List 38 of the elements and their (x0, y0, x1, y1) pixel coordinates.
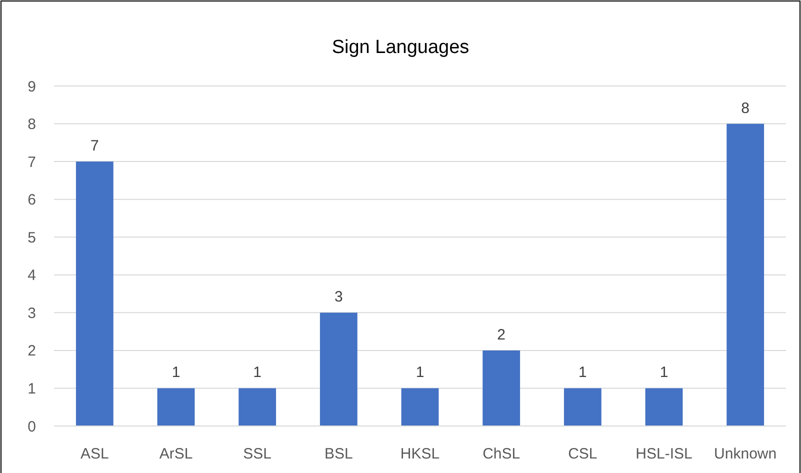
x-tick-label: Unknown (714, 445, 777, 462)
bar (401, 388, 439, 426)
x-tick-label: ArSL (159, 445, 193, 462)
x-tick-label: HKSL (400, 445, 440, 462)
bar (726, 124, 764, 426)
data-label: 1 (253, 364, 262, 382)
x-tick-label: ChSL (482, 445, 520, 462)
data-label: 1 (578, 364, 587, 382)
data-label: 3 (334, 288, 343, 306)
y-tick-label: 0 (28, 418, 36, 436)
bar (320, 312, 358, 426)
bar (76, 162, 114, 426)
x-tick-label: HSL-ISL (636, 445, 692, 462)
y-tick-label: 5 (28, 229, 36, 246)
y-tick-label: 8 (28, 116, 36, 134)
data-label: 1 (660, 364, 668, 382)
bar (238, 388, 276, 426)
data-label: 7 (90, 138, 99, 155)
data-label: 1 (172, 364, 180, 382)
bar (157, 388, 195, 426)
y-tick-label: 9 (28, 78, 36, 96)
x-tick-label: CSL (568, 445, 598, 462)
x-tick-label: ASL (80, 445, 109, 462)
bar (482, 350, 520, 426)
bar (564, 388, 602, 426)
data-label: 8 (741, 100, 750, 117)
bar (645, 388, 683, 426)
x-tick-label: SSL (243, 445, 272, 462)
x-tick-label: BSL (324, 445, 353, 462)
y-tick-label: 6 (28, 192, 36, 209)
y-tick-label: 2 (28, 342, 36, 360)
data-label: 1 (416, 364, 424, 382)
y-tick-label: 1 (28, 380, 36, 398)
y-tick-label: 7 (28, 154, 36, 171)
y-tick-label: 3 (28, 304, 36, 322)
data-label: 2 (497, 326, 506, 344)
chart-title: Sign Languages (332, 37, 470, 58)
y-tick-label: 4 (28, 267, 36, 284)
